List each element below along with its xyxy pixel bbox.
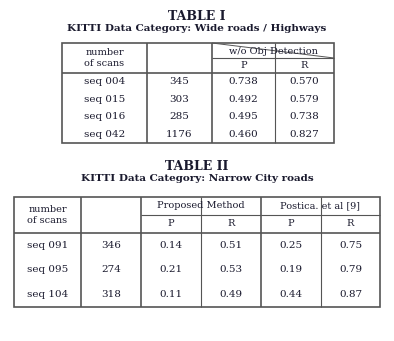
- Text: 1176: 1176: [166, 130, 193, 139]
- Text: P: P: [240, 60, 247, 70]
- Text: 0.14: 0.14: [160, 241, 182, 250]
- Text: 0.570: 0.570: [290, 77, 320, 86]
- Text: 0.495: 0.495: [229, 112, 258, 121]
- Text: 0.75: 0.75: [339, 241, 362, 250]
- Text: 0.738: 0.738: [290, 112, 320, 121]
- Text: 0.827: 0.827: [290, 130, 320, 139]
- Text: Proposed Method: Proposed Method: [157, 202, 245, 210]
- Text: 274: 274: [101, 266, 121, 275]
- Text: 345: 345: [169, 77, 190, 86]
- Text: 0.492: 0.492: [229, 95, 258, 104]
- Text: 346: 346: [101, 241, 121, 250]
- Text: Postica. et al [9]: Postica. et al [9]: [281, 202, 361, 210]
- Text: 0.460: 0.460: [229, 130, 258, 139]
- Text: KITTI Data Category: Narrow City roads: KITTI Data Category: Narrow City roads: [81, 174, 313, 183]
- Text: 0.53: 0.53: [219, 266, 243, 275]
- Text: 0.11: 0.11: [160, 290, 182, 299]
- Text: TABLE I: TABLE I: [168, 10, 226, 23]
- Text: 303: 303: [169, 95, 190, 104]
- Text: 0.51: 0.51: [219, 241, 243, 250]
- Text: R: R: [227, 220, 235, 228]
- Text: P: P: [288, 220, 294, 228]
- Text: 0.49: 0.49: [219, 290, 243, 299]
- Text: seq 004: seq 004: [84, 77, 125, 86]
- Text: 285: 285: [169, 112, 190, 121]
- Text: w/o Obj Detection: w/o Obj Detection: [229, 46, 318, 56]
- Text: 0.87: 0.87: [339, 290, 362, 299]
- Text: number
of scans: number of scans: [28, 205, 67, 225]
- Text: seq 095: seq 095: [27, 266, 68, 275]
- Text: 0.579: 0.579: [290, 95, 320, 104]
- Text: 0.44: 0.44: [279, 290, 303, 299]
- Text: seq 015: seq 015: [84, 95, 125, 104]
- Text: P: P: [168, 220, 174, 228]
- Text: 0.79: 0.79: [339, 266, 362, 275]
- Text: seq 016: seq 016: [84, 112, 125, 121]
- Text: R: R: [301, 60, 308, 70]
- Text: TABLE II: TABLE II: [165, 160, 229, 173]
- Bar: [62, 43, 334, 143]
- Text: 0.25: 0.25: [279, 241, 303, 250]
- Text: 0.19: 0.19: [279, 266, 303, 275]
- Text: number
of scans: number of scans: [84, 48, 125, 68]
- Text: 318: 318: [101, 290, 121, 299]
- Text: 0.21: 0.21: [160, 266, 182, 275]
- Text: R: R: [347, 220, 354, 228]
- Text: seq 091: seq 091: [27, 241, 68, 250]
- Text: 0.738: 0.738: [229, 77, 258, 86]
- Text: seq 042: seq 042: [84, 130, 125, 139]
- Text: KITTI Data Category: Wide roads / Highways: KITTI Data Category: Wide roads / Highwa…: [67, 24, 327, 33]
- Bar: [14, 197, 380, 307]
- Text: seq 104: seq 104: [27, 290, 68, 299]
